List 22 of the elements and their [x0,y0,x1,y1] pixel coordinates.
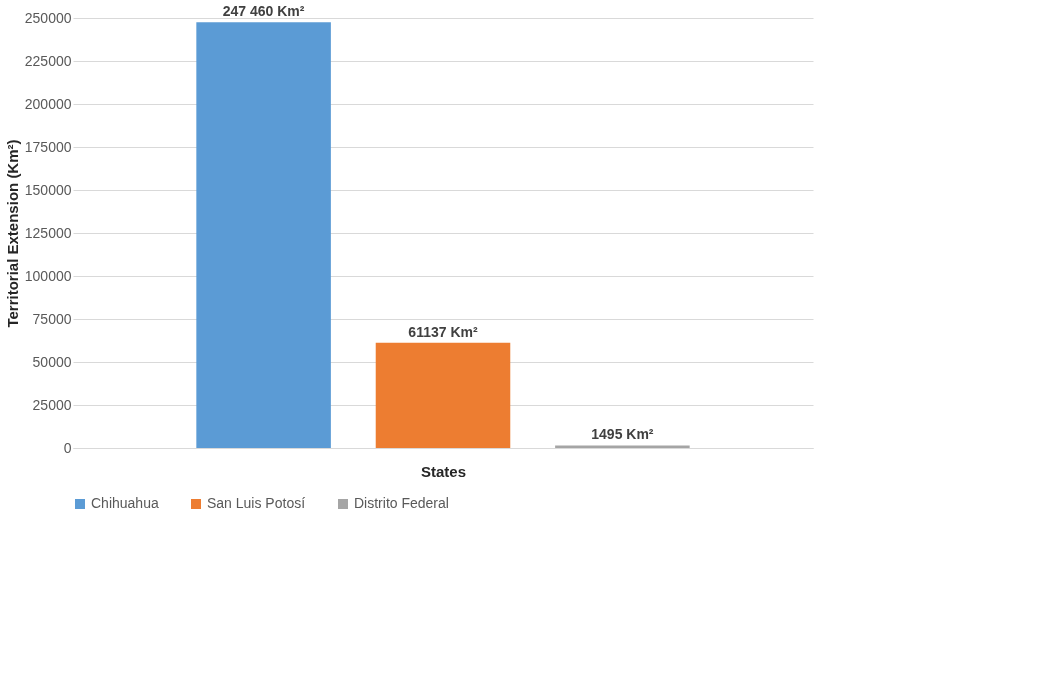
legend-label: Chihuahua [91,495,159,511]
bar [555,445,690,448]
x-axis-title: States [420,462,467,480]
legend-label: Distrito Federal [354,495,449,511]
y-tick-label: 125000 [24,224,72,241]
y-tick-label: 75000 [32,310,72,327]
legend-label: San Luis Potosí [207,495,306,511]
data-label: 247 460 Km² [222,3,305,20]
bar [196,22,331,448]
bar [375,342,511,448]
y-tick-label: 250000 [24,9,72,26]
data-label: 1495 Km² [591,426,654,443]
y-axis-title: Territorial Extension (Km²) [3,139,21,328]
y-tick-label: 175000 [24,138,72,155]
y-tick-label: 0 [63,439,72,456]
y-tick-label: 225000 [24,52,72,69]
y-tick-label: 100000 [24,267,72,284]
y-tick-label: 200000 [24,95,72,112]
data-label: 61137 Km² [408,323,478,340]
y-tick-label: 25000 [32,396,72,413]
y-tick-label: 50000 [32,353,72,370]
y-tick-label: 150000 [24,181,72,198]
